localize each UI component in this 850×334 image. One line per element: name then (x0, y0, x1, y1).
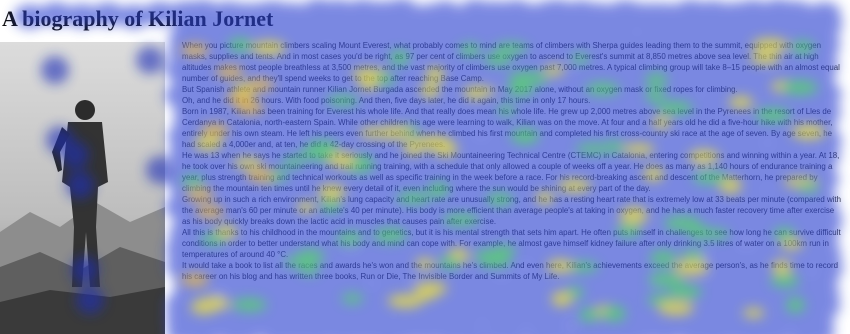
heat-blob (648, 13, 680, 37)
heat-blob (635, 14, 667, 38)
heat-blob (650, 3, 682, 27)
heat-blob (368, 1, 400, 25)
heat-blob (274, 4, 306, 28)
heat-blob (501, 0, 533, 24)
paragraph: Born in 1987, Kilian has been training f… (182, 106, 844, 150)
heat-blob (759, 12, 791, 36)
heat-blob (476, 1, 508, 25)
heat-blob (794, 5, 826, 29)
heat-blob (586, 4, 618, 28)
heat-blob (457, 16, 489, 40)
paragraph: Oh, and he did it in 26 hours. With food… (182, 95, 844, 106)
heat-blob (716, 3, 748, 27)
heat-blob (326, 3, 358, 27)
heat-blob (768, 0, 800, 24)
heat-blob (690, 2, 722, 26)
heat-blob (539, 18, 571, 42)
heat-blob (404, 6, 436, 30)
heat-blob (698, 0, 730, 24)
heat-blob (738, 12, 770, 36)
heat-blob (638, 3, 670, 27)
paragraph: He was 13 when he says he started to tak… (182, 150, 844, 194)
heat-blob (415, 4, 447, 28)
heat-blob (390, 12, 422, 36)
heat-blob (810, 13, 842, 37)
heat-blob (664, 4, 696, 28)
heat-blob (349, 17, 381, 41)
heat-blob (323, 0, 355, 23)
heat-blob (277, 3, 309, 27)
heat-blob (508, 4, 540, 28)
heat-blob (494, 14, 526, 38)
heat-blob (303, 0, 335, 22)
heat-blob (565, 17, 597, 41)
heat-blob (409, 14, 441, 38)
athlete-photo (0, 42, 165, 334)
heat-blob (475, 18, 507, 42)
heat-blob (780, 0, 812, 24)
heat-blob (430, 14, 462, 38)
paragraph: Growing up in such a rich environment, K… (182, 194, 844, 227)
heat-blob (369, 16, 401, 40)
heat-blob (534, 0, 566, 24)
heat-blob (627, 4, 659, 28)
heat-blob (281, 13, 313, 37)
heat-blob (612, 0, 644, 24)
heat-blob (456, 5, 488, 29)
heat-blob (699, 17, 731, 41)
heat-blob (542, 0, 574, 23)
heat-blob (677, 16, 709, 40)
heat-blob (608, 0, 640, 24)
heat-blob (460, 0, 492, 23)
paragraph: It would take a book to list all the rac… (182, 260, 844, 282)
page: {"header": {"title": "A biography of Kil… (0, 0, 850, 334)
heat-blob (584, 3, 616, 27)
heat-blob (430, 1, 462, 25)
heat-blob (716, 17, 748, 41)
heat-blob (378, 5, 410, 29)
heat-blob (386, 0, 418, 22)
heat-blob (327, 18, 359, 42)
heat-blob (518, 4, 550, 28)
heat-blob (742, 1, 774, 25)
heat-blob (565, 0, 597, 24)
paragraph: All this is thanks to his childhood in t… (182, 227, 844, 260)
heat-blob (809, 2, 841, 26)
heat-blob (588, 15, 620, 39)
heat-blob (347, 0, 379, 23)
heat-blob (560, 3, 592, 27)
heat-blob (737, 0, 769, 23)
heat-blob (299, 17, 331, 41)
paragraph: But Spanish athlete and mountain runner … (182, 84, 844, 95)
heat-blob (763, 0, 795, 23)
heat-blob (429, 1, 461, 25)
page-title: A biography of Kilian Jornet (2, 6, 273, 32)
heat-blob (522, 15, 554, 39)
heat-blob (675, 0, 707, 23)
heat-blob (352, 0, 384, 24)
heat-blob (482, 1, 514, 25)
heat-blob (722, 2, 754, 26)
heat-blob (605, 17, 637, 41)
heat-blob (785, 17, 817, 41)
heat-blob (300, 6, 332, 30)
article: When you picture mountain climbers scali… (182, 40, 844, 334)
paragraph: When you picture mountain climbers scali… (182, 40, 844, 84)
